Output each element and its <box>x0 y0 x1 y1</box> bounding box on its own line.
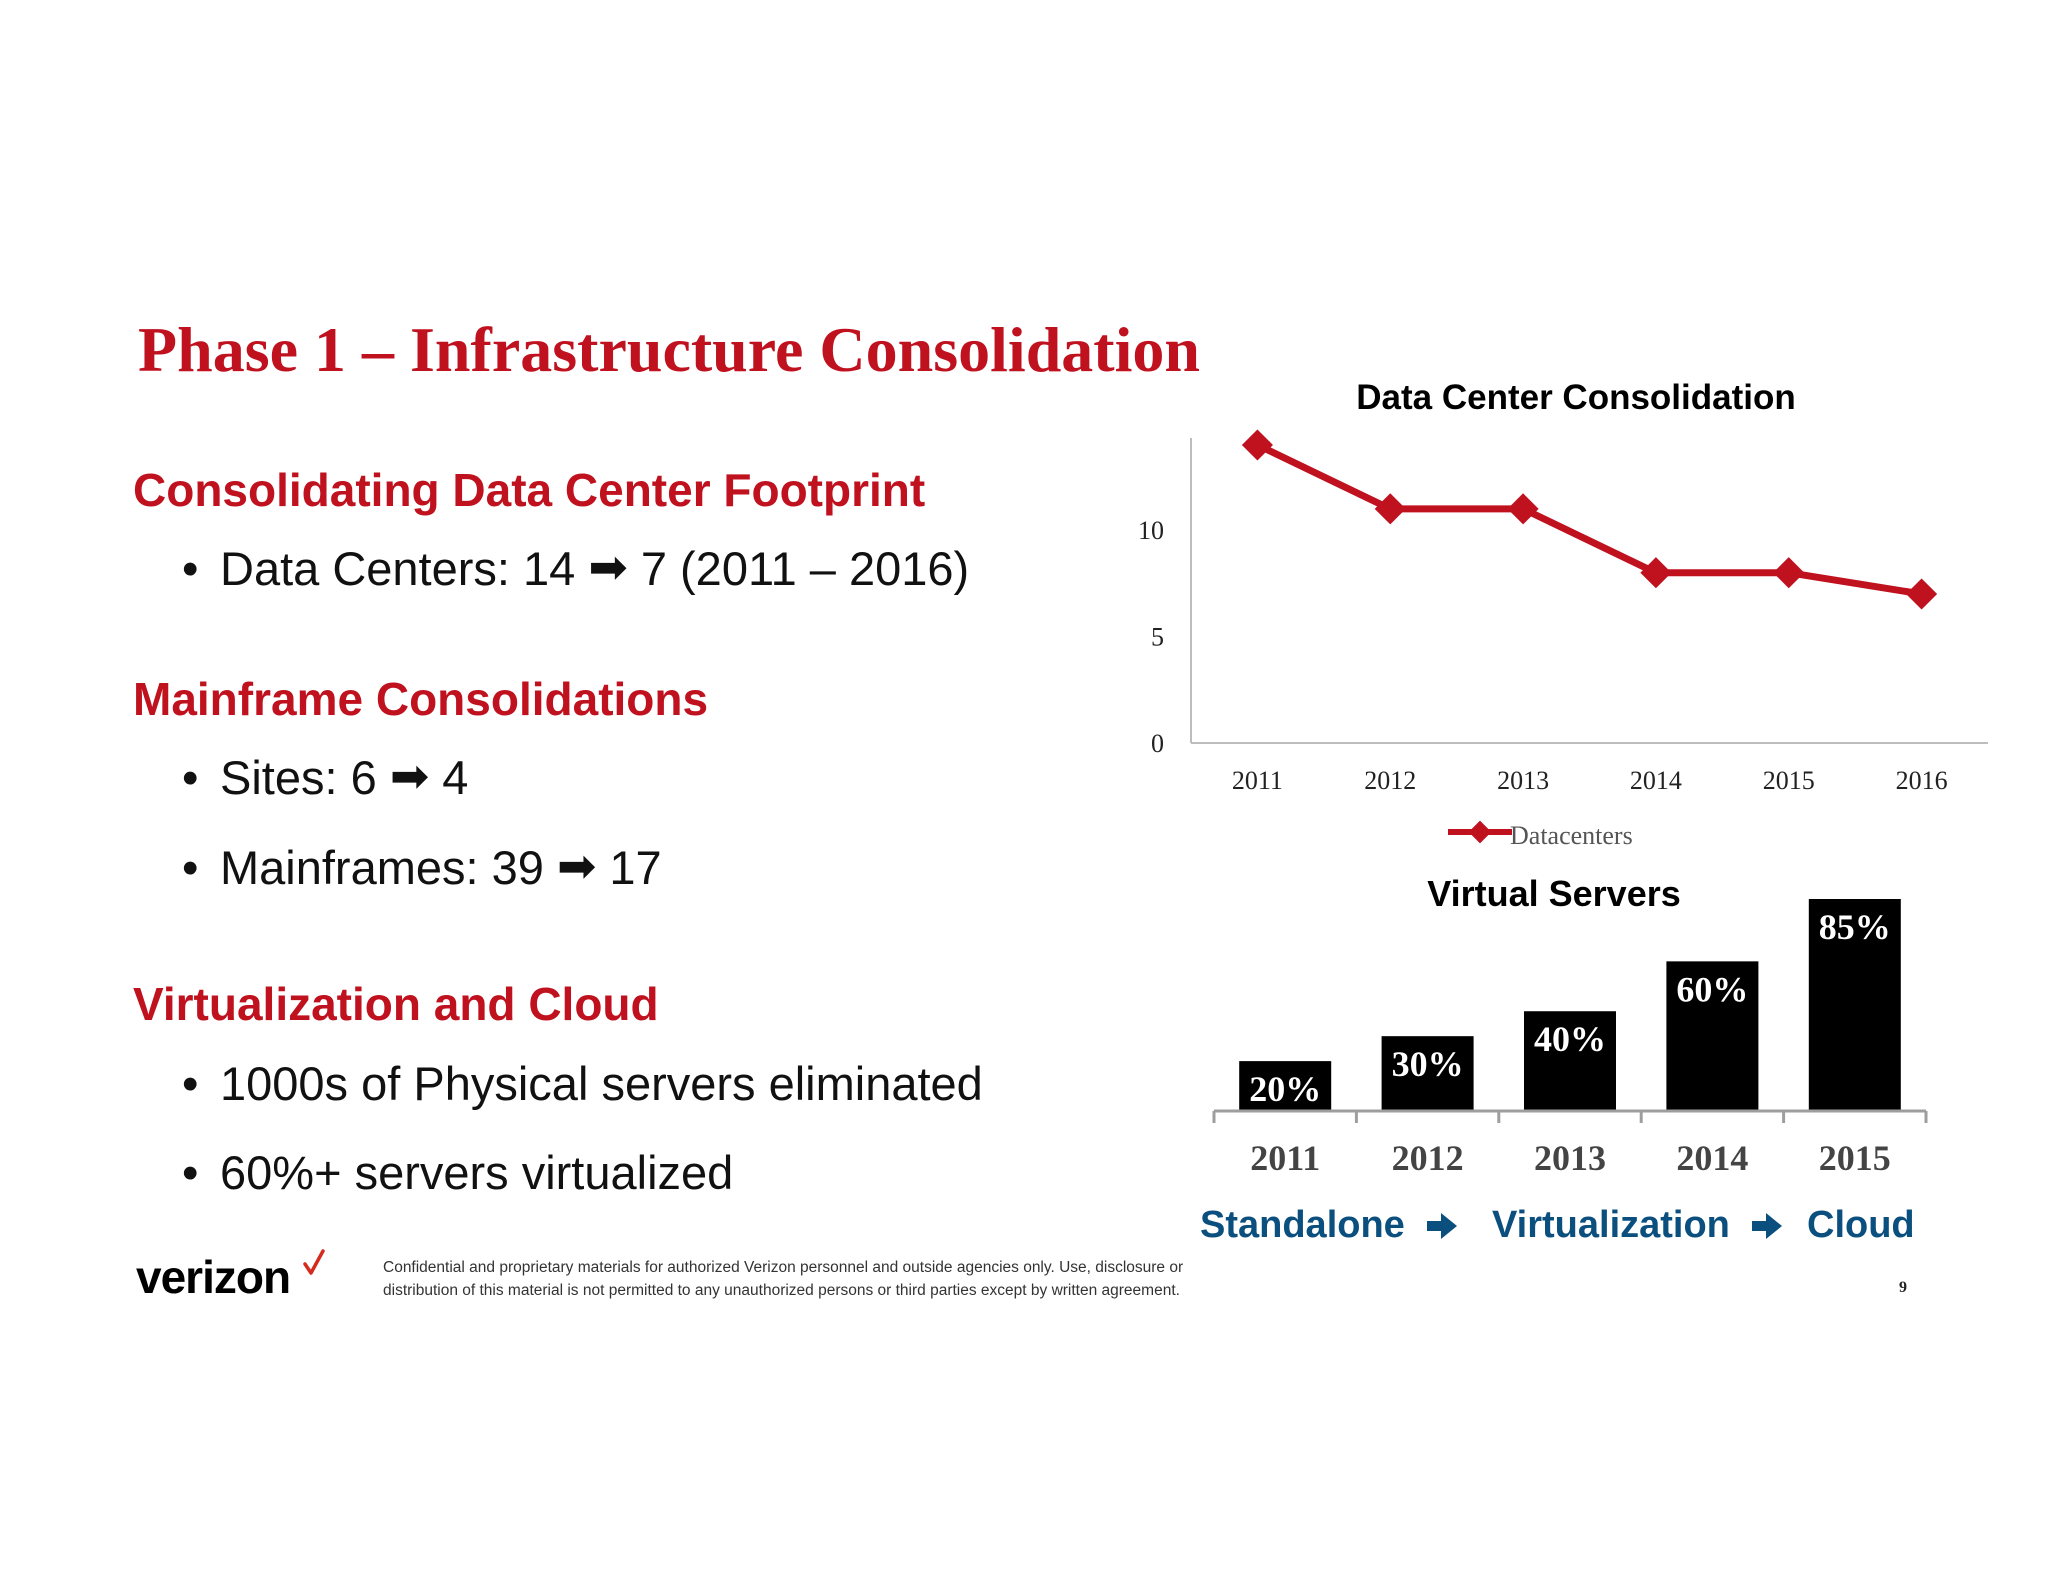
bullet-physical-servers: • 1000s of Physical servers eliminated <box>182 1060 983 1107</box>
data-point <box>1241 429 1273 461</box>
confidentiality-disclaimer: Confidential and proprietary materials f… <box>383 1259 1184 1299</box>
bar <box>1381 1036 1474 1111</box>
chart-axes <box>1190 438 1988 744</box>
bullet-data-centers: • Data Centers: 14 ➡ 7 (2011 – 2016) <box>182 540 970 595</box>
x-axis-ticks: 2011 2012 2013 2014 2015 2016 <box>1232 766 1948 795</box>
chart-title: Virtual Servers <box>1427 873 1681 914</box>
bullet-text-before: Mainframes: 39 <box>220 841 544 894</box>
bullet-dot: • <box>182 751 199 804</box>
flow-step-cloud: Cloud <box>1807 1204 1915 1246</box>
bullet-text: 1000s of Physical servers eliminated <box>220 1057 983 1110</box>
bullet-text-before: Sites: 6 <box>220 751 377 804</box>
bar <box>1808 899 1901 1111</box>
flow-step-virtualization: Virtualization <box>1492 1204 1730 1246</box>
legend-marker <box>1468 820 1492 844</box>
bar <box>1666 961 1759 1111</box>
bullet-text-after: 7 (2011 – 2016) <box>640 542 970 595</box>
flow-step-standalone: Standalone <box>1200 1204 1405 1246</box>
bar-data-label: 40% <box>1534 1019 1606 1059</box>
page-number: 9 <box>1899 1279 1907 1296</box>
checkmark-icon <box>303 1249 325 1275</box>
x-axis-ticks: 2011 2012 2013 2014 2015 <box>1250 1138 1891 1178</box>
data-point <box>1773 557 1805 589</box>
bar <box>1239 1061 1332 1111</box>
x-tick-label: 2015 <box>1819 1138 1891 1178</box>
bar-data-label: 85% <box>1819 907 1891 947</box>
x-tick-label: 2014 <box>1676 1138 1748 1178</box>
bullet-dot: • <box>182 841 199 894</box>
bullet-dot: • <box>182 1057 199 1110</box>
bar-data-label: 30% <box>1392 1044 1464 1084</box>
y-tick-label: 5 <box>1151 623 1164 652</box>
x-tick-label: 2011 <box>1232 766 1283 795</box>
x-axis <box>1212 1109 1928 1123</box>
series-datacenters <box>1241 429 1938 610</box>
bar-data-label: 20% <box>1249 1069 1321 1109</box>
bullet-virtualized: • 60%+ servers virtualized <box>182 1149 733 1196</box>
chart-legend: Datacenters <box>1448 820 1633 850</box>
bullet-text-before: Data Centers: 14 <box>220 542 576 595</box>
x-tick-label: 2011 <box>1250 1138 1320 1178</box>
slide-title: Phase 1 – Infrastructure Consolidation <box>138 314 1200 385</box>
right-arrow-icon <box>1427 1213 1457 1239</box>
bullet-dot: • <box>182 542 199 595</box>
right-arrow-icon: ➡ <box>588 540 628 593</box>
section-heading-data-center: Consolidating Data Center Footprint <box>133 464 926 516</box>
bullet-dot: • <box>182 1146 199 1199</box>
bar-data-label: 60% <box>1676 969 1748 1009</box>
x-tick-label: 2016 <box>1896 766 1948 795</box>
bullet-sites: • Sites: 6 ➡ 4 <box>182 749 469 804</box>
x-tick-label: 2013 <box>1534 1138 1606 1178</box>
legend-label: Datacenters <box>1510 821 1633 850</box>
data-point <box>1507 493 1539 525</box>
bullet-text-after: 4 <box>442 751 469 804</box>
data-point <box>1640 557 1672 589</box>
series-line <box>1255 441 1923 598</box>
section-heading-virtualization: Virtualization and Cloud <box>133 978 659 1030</box>
bar-series: 20% 30% 40% 60% 85% <box>1239 899 1901 1111</box>
x-tick-label: 2015 <box>1763 766 1815 795</box>
y-tick-label: 10 <box>1138 516 1164 545</box>
verizon-logo: verizon <box>136 1251 291 1303</box>
x-tick-label: 2014 <box>1630 766 1682 795</box>
y-axis-ticks: 0 5 10 <box>1138 516 1164 758</box>
bullet-text-after: 17 <box>609 841 662 894</box>
data-point <box>1906 578 1938 610</box>
right-arrow-icon: ➡ <box>556 839 597 892</box>
virtual-servers-chart: Virtual Servers 20% 30% 40% 60% 85% 2011 2012… <box>1212 873 1928 1178</box>
x-tick-label: 2013 <box>1497 766 1549 795</box>
chart-title: Data Center Consolidation <box>1356 378 1795 417</box>
bullet-text: 60%+ servers virtualized <box>220 1146 734 1199</box>
bullet-mainframes: • Mainframes: 39 ➡ 17 <box>182 839 662 894</box>
right-arrow-icon <box>1752 1213 1782 1239</box>
right-arrow-icon: ➡ <box>389 749 430 802</box>
x-tick-label: 2012 <box>1364 766 1416 795</box>
data-point <box>1374 493 1406 525</box>
x-tick-label: 2012 <box>1392 1138 1464 1178</box>
bar <box>1524 1011 1616 1111</box>
y-tick-label: 0 <box>1151 729 1164 758</box>
section-heading-mainframe: Mainframe Consolidations <box>133 673 709 725</box>
